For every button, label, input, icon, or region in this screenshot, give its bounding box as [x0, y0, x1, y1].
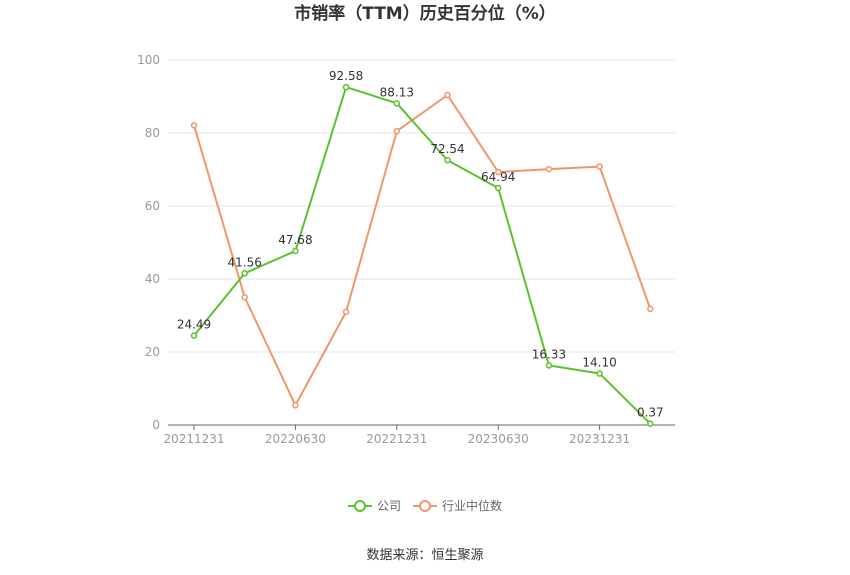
y-tick-label: 40: [145, 272, 160, 286]
legend-item-0[interactable]: 公司: [348, 499, 401, 513]
series-1-point[interactable]: [190, 122, 198, 129]
y-tick-label: 100: [137, 53, 160, 67]
y-axis-ticks: 0 20 40 60 80 100: [137, 53, 160, 432]
data-label: 41.56: [228, 255, 262, 269]
data-label: 16.33: [532, 347, 566, 361]
series-1-point[interactable]: [596, 163, 603, 170]
source-note: 数据来源：恒生聚源: [366, 548, 483, 563]
y-tick-label: 80: [145, 126, 160, 140]
series-0-point[interactable]: [494, 184, 502, 192]
series-0-point[interactable]: [545, 362, 553, 369]
series-line-1: [193, 94, 652, 407]
series-0-point[interactable]: [190, 332, 198, 339]
x-tick-label: 20211231: [163, 432, 224, 446]
series-0-point[interactable]: [596, 370, 603, 377]
x-tick-label: 20220630: [265, 432, 326, 446]
series-1-point[interactable]: [647, 305, 654, 313]
y-tick-label: 20: [145, 345, 160, 359]
x-tick-label: 20230630: [468, 432, 529, 446]
series-1-point[interactable]: [342, 308, 350, 316]
y-tick-label: 60: [145, 199, 160, 213]
series-line-0: [193, 86, 652, 425]
legend[interactable]: 公司 行业中位数: [348, 498, 502, 513]
chart-title: 市销率（TTM）历史百分位（%）: [294, 3, 556, 24]
legend-marker: [354, 500, 366, 512]
legend-item-1[interactable]: 行业中位数: [413, 498, 502, 513]
series-1-point[interactable]: [494, 168, 502, 176]
series-0-point[interactable]: [444, 156, 451, 164]
data-label: 0.37: [637, 406, 664, 420]
x-tick-label: 20221231: [366, 432, 427, 446]
series-layer: [190, 83, 654, 427]
data-label: 47.68: [278, 233, 312, 247]
series-0-point[interactable]: [647, 420, 654, 427]
series-1-point[interactable]: [393, 127, 401, 135]
legend-label: 行业中位数: [442, 498, 502, 513]
series-0-point[interactable]: [342, 83, 350, 91]
data-label: 88.13: [380, 85, 414, 99]
data-label: 92.58: [329, 69, 363, 83]
data-label: 64.94: [481, 170, 515, 184]
series-1-point[interactable]: [292, 402, 299, 409]
x-tick-label: 20231231: [569, 432, 630, 446]
legend-marker: [419, 500, 431, 512]
data-labels: 24.49 41.56 47.68 92.58 88.13 72.54 64.94 16.33…: [177, 69, 664, 420]
series-0-point[interactable]: [241, 270, 248, 277]
grid-lines: [168, 59, 675, 353]
series-1-point[interactable]: [444, 91, 451, 99]
legend-label: 公司: [377, 499, 401, 513]
x-axis-ticks: 20211231 20220630 20221231 20230630 20231231: [163, 425, 630, 446]
series-0-point[interactable]: [292, 247, 299, 255]
y-tick-label: 0: [152, 418, 160, 432]
series-0-point[interactable]: [393, 100, 401, 107]
data-label: 72.54: [430, 142, 464, 156]
data-label: 24.49: [177, 318, 211, 332]
series-1-point[interactable]: [545, 165, 553, 173]
series-1-point[interactable]: [241, 294, 248, 301]
data-label: 14.10: [582, 356, 616, 370]
